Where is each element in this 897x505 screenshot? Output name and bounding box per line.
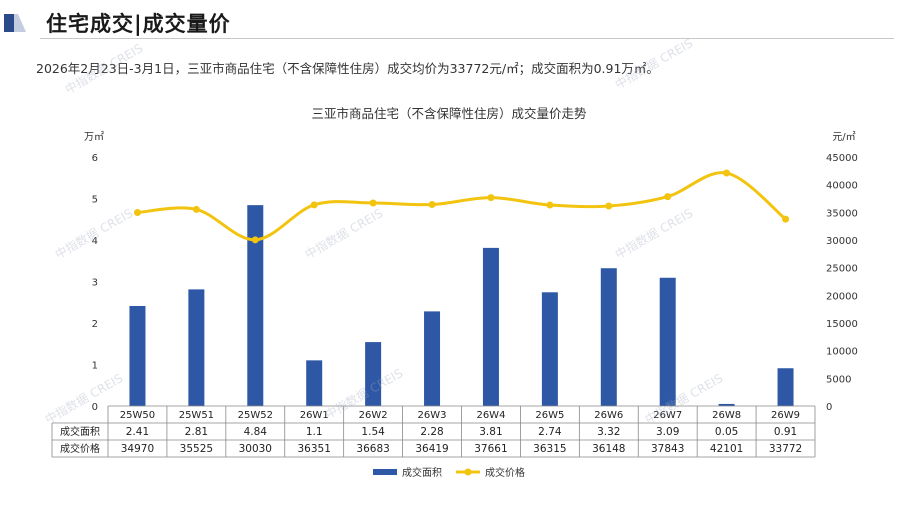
price-line <box>137 171 787 242</box>
right-axis-tick: 20000 <box>826 291 858 302</box>
table-cell-area-25W51: 2.81 <box>185 426 208 438</box>
price-point-26W8 <box>723 169 731 177</box>
price-point-26W4 <box>487 194 495 202</box>
right-axis-tick: 10000 <box>826 347 858 358</box>
left-axis-tick: 6 <box>92 153 98 164</box>
legend-label-price: 成交价格 <box>485 466 525 479</box>
x-axis-tick-26W7: 26W7 <box>653 410 682 421</box>
x-axis-tick-26W2: 26W2 <box>359 410 388 421</box>
right-axis-tick: 0 <box>826 402 832 413</box>
right-axis-unit: 元/㎡ <box>832 131 855 143</box>
summary-text: 2026年2月23日-3月1日，三亚市商品住宅（不含保障性住房）成交均价为337… <box>36 61 659 76</box>
price-point-26W1 <box>310 201 318 209</box>
x-axis-tick-26W6: 26W6 <box>594 410 623 421</box>
x-axis-tick-26W1: 26W1 <box>300 410 329 421</box>
bar-area-26W5 <box>541 292 558 406</box>
price-point-26W3 <box>428 200 436 208</box>
price-point-26W2 <box>369 199 377 207</box>
right-axis-tick: 15000 <box>826 319 858 330</box>
left-axis-tick: 1 <box>92 361 98 372</box>
header-logo-icon <box>4 14 26 32</box>
bar-area-26W9 <box>777 368 794 406</box>
price-point-26W7 <box>664 193 672 201</box>
table-cell-area-25W50: 2.41 <box>126 426 149 438</box>
table-cell-area-26W1: 1.1 <box>306 426 323 438</box>
left-axis-tick: 5 <box>92 195 98 206</box>
price-point-26W5 <box>546 201 554 209</box>
page-title: 住宅成交|成交量价 <box>46 12 231 36</box>
left-axis-unit: 万㎡ <box>84 131 104 143</box>
table-cell-price-26W4: 37661 <box>474 443 507 455</box>
table-cell-price-25W51: 35525 <box>180 443 213 455</box>
table-cell-area-26W4: 3.81 <box>479 426 502 438</box>
table-cell-price-25W50: 34970 <box>121 443 154 455</box>
right-axis-tick: 45000 <box>826 153 858 164</box>
table-row-label: 成交价格 <box>60 442 100 455</box>
left-axis-tick: 4 <box>92 236 98 247</box>
left-axis-tick: 3 <box>92 278 98 289</box>
legend-marker-price <box>464 468 472 476</box>
bar-area-26W3 <box>424 311 441 406</box>
table-cell-area-25W52: 4.84 <box>244 426 268 438</box>
right-axis-tick: 35000 <box>826 208 858 219</box>
table-cell-price-26W6: 36148 <box>592 443 625 455</box>
bar-area-25W50 <box>129 305 146 406</box>
bar-area-26W7 <box>659 277 676 406</box>
price-point-25W50 <box>133 208 141 216</box>
bar-area-26W6 <box>600 268 617 406</box>
right-axis-tick: 25000 <box>826 264 858 275</box>
left-axis-tick: 0 <box>92 402 98 413</box>
legend-swatch-area <box>373 469 397 475</box>
right-axis-tick: 5000 <box>826 374 851 385</box>
x-axis-tick-25W52: 25W52 <box>238 410 273 421</box>
table-cell-area-26W2: 1.54 <box>361 426 385 438</box>
x-axis-tick-26W9: 26W9 <box>771 410 800 421</box>
legend: 成交面积 成交价格 <box>373 466 525 479</box>
bar-area-26W4 <box>482 247 499 406</box>
x-axis-tick-25W50: 25W50 <box>120 410 155 421</box>
table-cell-area-26W7: 3.09 <box>656 426 679 438</box>
x-axis-tick-26W5: 26W5 <box>535 410 564 421</box>
table-row-label: 成交面积 <box>60 425 100 438</box>
right-axis-tick: 40000 <box>826 181 858 192</box>
table-cell-area-26W8: 0.05 <box>715 426 738 438</box>
table-cell-price-26W3: 36419 <box>415 443 448 455</box>
x-axis-tick-26W8: 26W8 <box>712 410 741 421</box>
x-axis-tick-26W3: 26W3 <box>418 410 447 421</box>
price-point-26W9 <box>782 215 790 223</box>
price-point-25W52 <box>251 236 259 244</box>
bar-area-26W8 <box>718 403 735 406</box>
x-axis-tick-25W51: 25W51 <box>179 410 214 421</box>
bar-area-25W51 <box>188 289 205 406</box>
table-cell-area-26W6: 3.32 <box>597 426 620 438</box>
right-axis-tick: 30000 <box>826 236 858 247</box>
table-cell-price-25W52: 30030 <box>239 443 272 455</box>
bar-area-25W52 <box>247 205 264 406</box>
bar-area-26W2 <box>365 342 382 406</box>
price-point-25W51 <box>192 205 200 213</box>
chart-title: 三亚市商品住宅（不含保障性住房）成交量价走势 <box>311 106 587 121</box>
table-cell-price-26W7: 37843 <box>651 443 684 455</box>
bar-area-26W1 <box>306 360 323 406</box>
table-cell-area-26W5: 2.74 <box>538 426 562 438</box>
x-axis-tick-26W4: 26W4 <box>476 410 505 421</box>
table-cell-price-26W5: 36315 <box>533 443 566 455</box>
table-cell-price-26W8: 42101 <box>710 443 743 455</box>
table-cell-area-26W3: 2.28 <box>420 426 443 438</box>
table-cell-area-26W9: 0.91 <box>774 426 797 438</box>
header-divider <box>40 38 894 39</box>
table-cell-price-26W9: 33772 <box>769 443 802 455</box>
table-cell-price-26W1: 36351 <box>298 443 331 455</box>
legend-label-area: 成交面积 <box>402 466 442 479</box>
table-cell-price-26W2: 36683 <box>356 443 389 455</box>
left-axis-tick: 2 <box>92 319 98 330</box>
price-point-26W6 <box>605 202 613 210</box>
